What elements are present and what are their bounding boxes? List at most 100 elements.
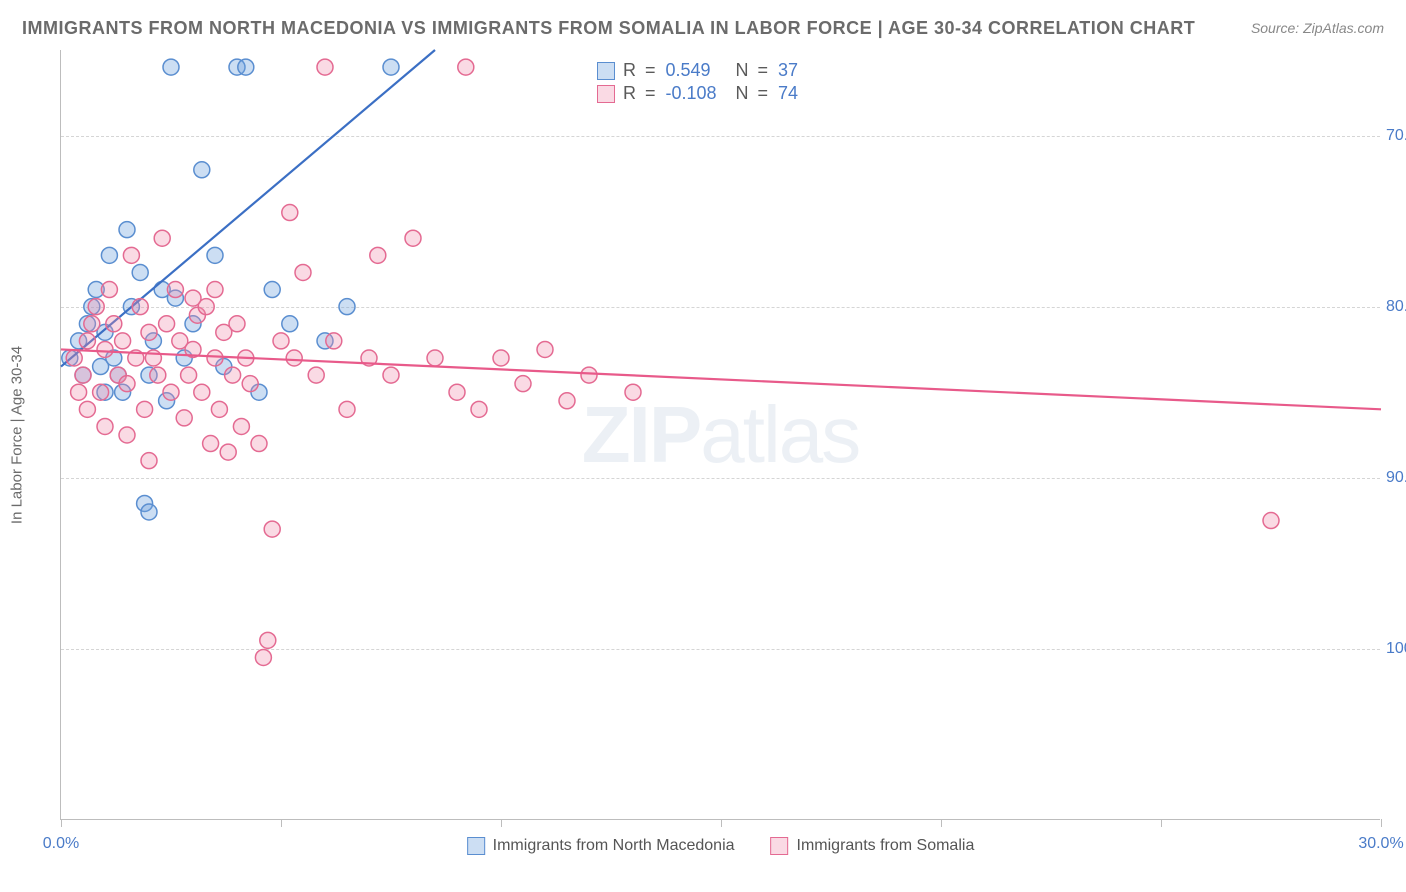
data-point-somalia [97,341,113,357]
data-point-somalia [150,367,166,383]
data-point-somalia [326,333,342,349]
y-tick-label: 70.0% [1386,127,1406,145]
data-point-somalia [119,376,135,392]
data-point-somalia [211,401,227,417]
x-tick [941,819,942,827]
data-point-somalia [71,384,87,400]
data-point-somalia [79,333,95,349]
legend-item-somalia: Immigrants from Somalia [771,837,975,855]
data-point-somalia [207,282,223,298]
data-point-macedonia [101,247,117,263]
n-value-somalia: 74 [778,83,840,104]
data-point-somalia [93,384,109,400]
legend-label-somalia: Immigrants from Somalia [797,837,975,855]
data-point-macedonia [194,162,210,178]
y-tick-label: 100.0% [1386,640,1406,658]
n-label: N = [736,83,771,104]
data-point-somalia [308,367,324,383]
data-point-somalia [295,264,311,280]
data-point-somalia [123,247,139,263]
data-point-somalia [75,367,91,383]
chart-title: IMMIGRANTS FROM NORTH MACEDONIA VS IMMIG… [22,18,1195,39]
data-point-somalia [137,401,153,417]
bottom-legend: Immigrants from North Macedonia Immigrant… [467,837,975,855]
x-tick [1381,819,1382,827]
x-tick [1161,819,1162,827]
stats-row-macedonia: R = 0.549 N = 37 [597,60,840,81]
data-point-macedonia [141,504,157,520]
data-point-somalia [119,427,135,443]
data-point-somalia [79,401,95,417]
data-point-somalia [282,205,298,221]
data-point-somalia [493,350,509,366]
data-point-somalia [194,384,210,400]
data-point-somalia [286,350,302,366]
x-tick-label: 30.0% [1358,835,1403,853]
data-point-somalia [101,282,117,298]
data-point-somalia [97,418,113,434]
data-point-macedonia [282,316,298,332]
data-point-macedonia [238,59,254,75]
data-point-somalia [159,316,175,332]
data-point-somalia [471,401,487,417]
x-tick [501,819,502,827]
data-point-somalia [427,350,443,366]
data-point-somalia [154,230,170,246]
data-point-somalia [203,436,219,452]
r-label: R = [623,83,658,104]
data-point-somalia [163,384,179,400]
data-point-somalia [537,341,553,357]
x-tick-label: 0.0% [43,835,79,853]
data-point-macedonia [383,59,399,75]
source-label: Source: ZipAtlas.com [1251,20,1384,36]
data-point-somalia [559,393,575,409]
data-point-somalia [141,453,157,469]
data-point-somalia [167,282,183,298]
data-point-somalia [141,324,157,340]
legend-item-macedonia: Immigrants from North Macedonia [467,837,735,855]
data-point-somalia [181,367,197,383]
data-point-somalia [207,350,223,366]
y-axis-label: In Labor Force | Age 30-34 [9,345,26,523]
n-value-macedonia: 37 [778,60,840,81]
n-label: N = [736,60,771,81]
data-point-somalia [132,299,148,315]
data-point-macedonia [339,299,355,315]
data-point-somalia [106,316,122,332]
data-point-somalia [1263,513,1279,529]
data-point-somalia [233,418,249,434]
x-tick [61,819,62,827]
stats-row-somalia: R = -0.108 N = 74 [597,83,840,104]
r-value-macedonia: 0.549 [666,60,728,81]
x-tick [281,819,282,827]
data-point-somalia [317,59,333,75]
data-point-macedonia [119,222,135,238]
data-point-somalia [273,333,289,349]
data-point-somalia [220,444,236,460]
data-point-somalia [229,316,245,332]
r-value-somalia: -0.108 [666,83,728,104]
y-tick-label: 80.0% [1386,298,1406,316]
data-point-somalia [176,410,192,426]
r-label: R = [623,60,658,81]
data-point-somalia [225,367,241,383]
legend-swatch-macedonia [467,837,485,855]
data-point-somalia [581,367,597,383]
data-point-somalia [185,290,201,306]
data-point-somalia [115,333,131,349]
data-point-somalia [339,401,355,417]
swatch-somalia [597,85,615,103]
data-point-somalia [84,316,100,332]
data-point-somalia [625,384,641,400]
data-point-somalia [255,649,271,665]
data-point-macedonia [163,59,179,75]
data-point-macedonia [264,282,280,298]
data-point-somalia [264,521,280,537]
data-point-somalia [515,376,531,392]
data-point-somalia [458,59,474,75]
x-tick [721,819,722,827]
data-point-somalia [370,247,386,263]
data-point-somalia [449,384,465,400]
legend-swatch-somalia [771,837,789,855]
data-point-somalia [260,632,276,648]
